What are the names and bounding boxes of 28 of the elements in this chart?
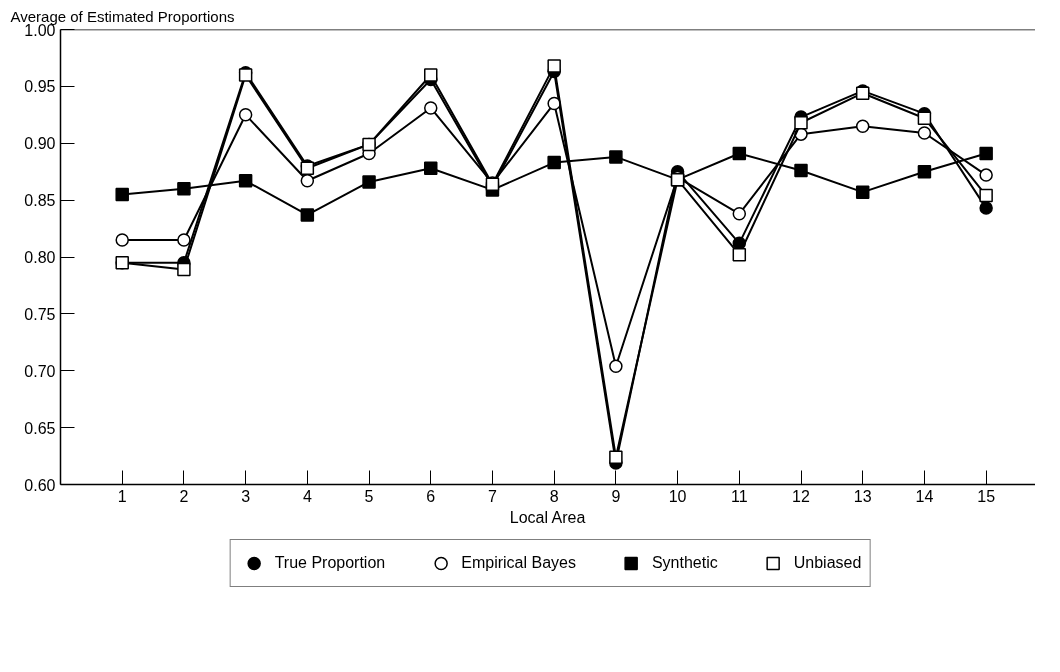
legend-label: Empirical Bayes [461,554,576,572]
y-tick-label: 0.60 [24,476,56,494]
x-tick-label: 7 [488,487,498,505]
x-tick-label: 8 [549,487,559,505]
x-tick-label: 5 [364,487,374,505]
y-tick-label: 0.65 [24,419,56,437]
legend-label: Synthetic [651,554,718,572]
y-tick-label: 0.75 [24,305,56,323]
x-tick-label: 10 [668,487,687,505]
y-tick-label: 0.85 [24,192,56,210]
x-tick-label: 3 [241,487,251,505]
x-tick-label: 12 [792,487,811,505]
y-tick-label: 0.80 [24,249,56,266]
legend-label: True Proportion [274,554,386,572]
x-tick-label: 6 [426,487,436,505]
y-tick-label: 0.70 [24,362,56,380]
x-tick-label: 13 [853,487,872,505]
x-tick-label: 2 [179,487,189,505]
x-tick-label: 15 [977,487,996,505]
legend-label: Unbiased [793,554,862,572]
x-tick-label: 1 [117,487,127,505]
x-tick-label: 9 [611,487,621,505]
x-tick-label: 14 [915,487,934,505]
x-tick-label: 4 [302,487,312,505]
x-axis-title: Local Area [509,508,586,526]
y-tick-label: 0.95 [24,78,56,96]
x-tick-label: 11 [730,487,748,505]
y-tick-label: 0.90 [24,135,56,153]
